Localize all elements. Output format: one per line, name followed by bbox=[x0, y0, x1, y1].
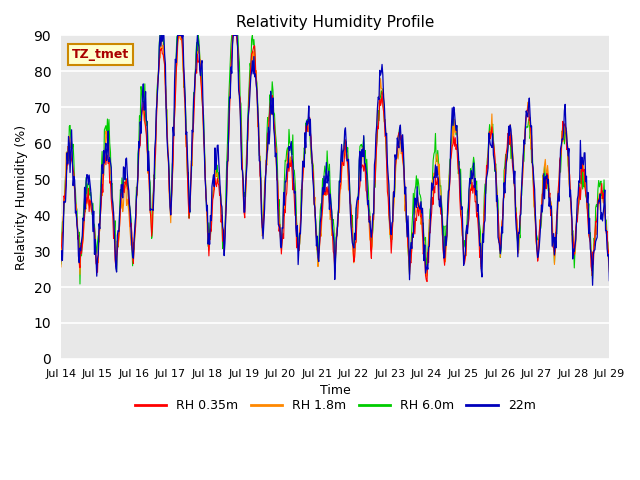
Title: Relativity Humidity Profile: Relativity Humidity Profile bbox=[236, 15, 435, 30]
Legend: RH 0.35m, RH 1.8m, RH 6.0m, 22m: RH 0.35m, RH 1.8m, RH 6.0m, 22m bbox=[130, 395, 541, 418]
X-axis label: Time: Time bbox=[320, 384, 351, 397]
Text: TZ_tmet: TZ_tmet bbox=[72, 48, 129, 61]
Y-axis label: Relativity Humidity (%): Relativity Humidity (%) bbox=[15, 125, 28, 270]
